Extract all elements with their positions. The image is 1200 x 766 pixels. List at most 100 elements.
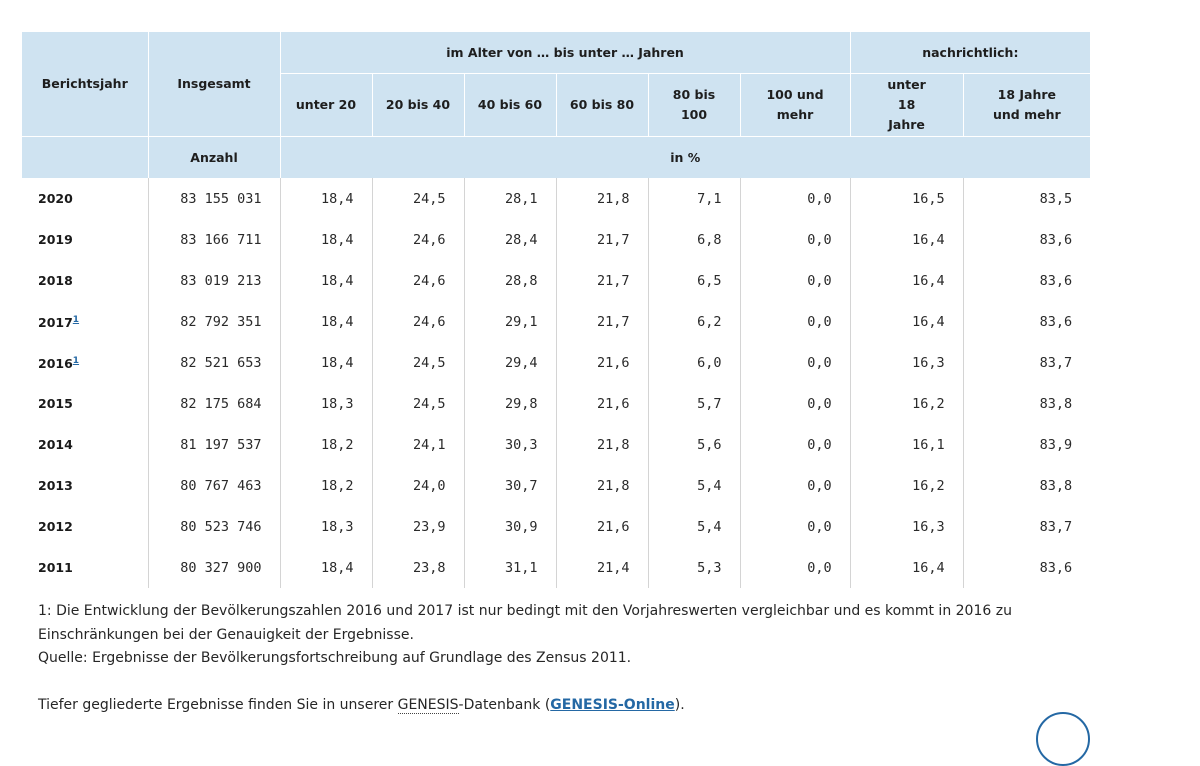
table-row: 2013 80 767 463 18,2 24,0 30,7 21,8 5,4 0,0 16,2… <box>22 465 1091 506</box>
header-memo-col: 18 Jahre und mehr <box>962 73 1091 137</box>
row-age-share: 0,0 <box>739 301 851 342</box>
row-memo-share: 16,2 <box>849 383 964 424</box>
row-year-label: 2015 <box>38 396 73 411</box>
row-year: 2019 <box>22 219 148 260</box>
row-age-share: 18,2 <box>279 465 372 506</box>
row-age-share: 24,5 <box>371 342 464 383</box>
row-year: 2012 <box>22 506 148 547</box>
row-age-share: 24,6 <box>371 219 464 260</box>
footnote-1: 1: Die Entwicklung der Bevölkerungszahle… <box>38 603 1012 643</box>
row-age-share: 23,9 <box>371 506 464 547</box>
row-age-share: 0,0 <box>739 260 851 301</box>
row-year-label: 2014 <box>38 437 73 452</box>
population-table: Berichtsjahr Insgesamt im Alter von … bi… <box>22 32 1091 588</box>
back-to-top-button[interactable] <box>1036 712 1090 766</box>
table-row: 2012 80 523 746 18,3 23,9 30,9 21,6 5,4 0,0 16,3… <box>22 506 1091 547</box>
row-age-share: 5,7 <box>647 383 740 424</box>
row-total: 82 521 653 <box>147 342 280 383</box>
row-age-share: 30,7 <box>463 465 556 506</box>
footnotes: 1: Die Entwicklung der Bevölkerungszahle… <box>38 600 1058 717</box>
row-memo-share: 16,4 <box>849 547 964 588</box>
footnote-ref-link[interactable]: 1 <box>72 355 80 366</box>
row-memo-share: 83,7 <box>962 506 1091 547</box>
footnote-ref-link[interactable]: 1 <box>72 314 80 325</box>
table-row: 2018 83 019 213 18,4 24,6 28,8 21,7 6,5 0,0 16,4… <box>22 260 1091 301</box>
header-unit-pct: in % <box>279 136 1091 178</box>
row-age-share: 24,0 <box>371 465 464 506</box>
row-memo-share: 83,6 <box>962 547 1091 588</box>
row-memo-share: 16,3 <box>849 342 964 383</box>
header-memo-col: unter 18 Jahre <box>849 73 964 137</box>
row-age-share: 31,1 <box>463 547 556 588</box>
more-results-prefix: Tiefer gegliederte Ergebnisse finden Sie… <box>38 696 398 713</box>
header-memo: nachrichtlich: <box>849 32 1091 74</box>
row-memo-share: 83,7 <box>962 342 1091 383</box>
table-row: 2020 83 155 031 18,4 24,5 28,1 21,8 7,1 0,0 16,5… <box>22 178 1091 219</box>
row-age-share: 23,8 <box>371 547 464 588</box>
row-memo-share: 16,5 <box>849 178 964 219</box>
row-total: 83 019 213 <box>147 260 280 301</box>
population-table-container: Berichtsjahr Insgesamt im Alter von … bi… <box>22 32 1091 588</box>
row-age-share: 24,6 <box>371 260 464 301</box>
row-year: 2014 <box>22 424 148 465</box>
row-memo-share: 16,3 <box>849 506 964 547</box>
row-age-share: 21,8 <box>555 178 648 219</box>
table-body: 2020 83 155 031 18,4 24,5 28,1 21,8 7,1 0,0 16,5… <box>22 178 1091 588</box>
row-age-share: 0,0 <box>739 547 851 588</box>
row-memo-share: 16,4 <box>849 260 964 301</box>
table-row: 2014 81 197 537 18,2 24,1 30,3 21,8 5,6 0,0 16,1… <box>22 424 1091 465</box>
row-year-label: 2013 <box>38 478 73 493</box>
row-age-share: 30,3 <box>463 424 556 465</box>
row-year-label: 2016 <box>38 356 73 372</box>
row-age-share: 6,5 <box>647 260 740 301</box>
row-age-share: 7,1 <box>647 178 740 219</box>
row-memo-share: 83,6 <box>962 260 1091 301</box>
row-age-share: 18,3 <box>279 506 372 547</box>
source-note: Quelle: Ergebnisse der Bevölkerungsforts… <box>38 650 632 666</box>
genesis-online-link[interactable]: GENESIS-Online <box>550 696 675 713</box>
header-age-col: 40 bis 60 <box>463 73 556 137</box>
row-year: 2011 <box>22 547 148 588</box>
row-age-share: 18,4 <box>279 178 372 219</box>
row-age-share: 21,7 <box>555 260 648 301</box>
row-age-share: 5,4 <box>647 465 740 506</box>
row-age-share: 0,0 <box>739 465 851 506</box>
row-memo-share: 16,1 <box>849 424 964 465</box>
row-total: 80 523 746 <box>147 506 280 547</box>
row-age-share: 18,4 <box>279 547 372 588</box>
more-results-suffix: ). <box>674 696 685 713</box>
row-age-share: 24,5 <box>371 383 464 424</box>
header-unit-count: Anzahl <box>147 136 280 178</box>
row-age-share: 21,8 <box>555 465 648 506</box>
row-year-label: 2018 <box>38 273 73 288</box>
row-year-label: 2020 <box>38 191 73 206</box>
row-memo-share: 16,4 <box>849 219 964 260</box>
row-age-share: 0,0 <box>739 383 851 424</box>
row-year: 2020 <box>22 178 148 219</box>
header-unit-empty <box>22 136 148 178</box>
row-total: 83 166 711 <box>147 219 280 260</box>
table-row: 2015 82 175 684 18,3 24,5 29,8 21,6 5,7 0,0 16,2… <box>22 383 1091 424</box>
row-age-share: 18,4 <box>279 342 372 383</box>
row-age-share: 21,7 <box>555 219 648 260</box>
row-total: 82 175 684 <box>147 383 280 424</box>
row-memo-share: 16,2 <box>849 465 964 506</box>
row-age-share: 21,6 <box>555 383 648 424</box>
row-total: 82 792 351 <box>147 301 280 342</box>
row-age-share: 24,6 <box>371 301 464 342</box>
row-age-share: 28,8 <box>463 260 556 301</box>
row-year: 2018 <box>22 260 148 301</box>
row-age-share: 29,8 <box>463 383 556 424</box>
genesis-abbreviation[interactable]: GENESIS <box>397 696 459 714</box>
row-memo-share: 83,6 <box>962 301 1091 342</box>
header-age-col: 20 bis 40 <box>371 73 464 137</box>
row-age-share: 5,6 <box>647 424 740 465</box>
header-year: Berichtsjahr <box>22 32 148 137</box>
row-year-label: 2019 <box>38 232 73 247</box>
row-year: 2015 <box>22 383 148 424</box>
row-age-share: 21,4 <box>555 547 648 588</box>
row-total: 80 327 900 <box>147 547 280 588</box>
row-age-share: 0,0 <box>739 424 851 465</box>
row-total: 81 197 537 <box>147 424 280 465</box>
row-age-share: 18,4 <box>279 301 372 342</box>
